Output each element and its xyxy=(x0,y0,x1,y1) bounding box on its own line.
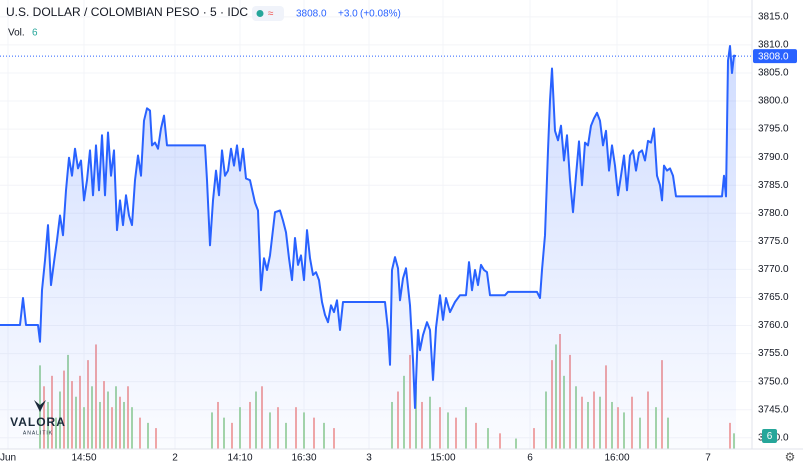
y-tick-label: 3805.0 xyxy=(758,68,789,79)
last-price-tag-label: 3808.0 xyxy=(758,51,789,62)
logo-name: VALORA xyxy=(10,415,66,429)
y-tick-label: 3815.0 xyxy=(758,11,789,22)
price-line xyxy=(0,45,737,409)
y-tick-label: 3750.0 xyxy=(758,376,789,387)
price-change: +3.0 xyxy=(338,9,358,20)
y-tick-label: 3810.0 xyxy=(758,40,789,51)
status-badge xyxy=(252,6,284,21)
y-tick-label: 3785.0 xyxy=(758,180,789,191)
y-tick-label: 3800.0 xyxy=(758,96,789,107)
y-tick-label: 3790.0 xyxy=(758,152,789,163)
y-tick-label: 3795.0 xyxy=(758,124,789,135)
status-dot xyxy=(256,10,264,17)
plot xyxy=(0,45,752,449)
y-tick-label: 3765.0 xyxy=(758,292,789,303)
x-tick-label: 2 xyxy=(172,453,178,464)
volume-title: Vol. xyxy=(8,28,25,39)
settings-icon[interactable]: ⚙ xyxy=(785,450,796,464)
x-tick-label: Jun xyxy=(0,453,16,464)
chart-title: U.S. DOLLAR / COLOMBIAN PESO · 5 · IDC xyxy=(6,5,248,19)
x-tick-label: 16:00 xyxy=(604,453,629,464)
last-price-tag xyxy=(753,49,797,64)
volume-badge-label: 6 xyxy=(767,431,773,442)
y-tick-label: 3755.0 xyxy=(758,348,789,359)
x-tick-label: 15:00 xyxy=(430,453,455,464)
y-tick-label: 3770.0 xyxy=(758,264,789,275)
y-tick-label: 3745.0 xyxy=(758,404,789,415)
logo-sub: ANALITIK xyxy=(23,430,53,436)
logo-mark xyxy=(34,400,46,412)
area-fill xyxy=(0,46,736,449)
y-tick-label: 3775.0 xyxy=(758,236,789,247)
status-icon: ≈ xyxy=(268,9,274,20)
price-change-pct: (+0.08%) xyxy=(360,9,401,20)
x-tick-label: 7 xyxy=(705,453,711,464)
last-price: 3808.0 xyxy=(296,9,327,20)
x-tick-label: 14:50 xyxy=(71,453,96,464)
volume-last: 6 xyxy=(32,28,38,39)
y-tick-label: 3760.0 xyxy=(758,320,789,331)
x-tick-label: 16:30 xyxy=(291,453,316,464)
axes: 3740.03745.03750.03755.03760.03765.03770… xyxy=(0,11,797,464)
x-tick-label: 14:10 xyxy=(227,453,252,464)
x-tick-label: 6 xyxy=(527,453,533,464)
y-tick-label: 3780.0 xyxy=(758,208,789,219)
x-tick-label: 3 xyxy=(366,453,372,464)
volume-badge xyxy=(762,429,777,443)
